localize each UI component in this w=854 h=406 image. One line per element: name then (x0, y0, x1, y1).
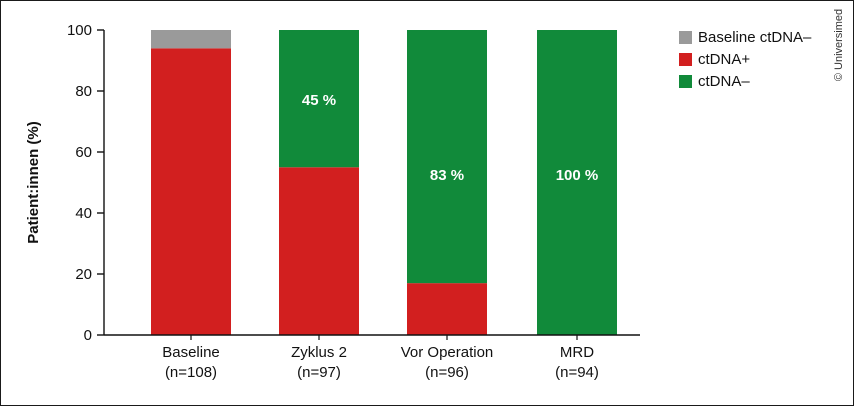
y-axis-title: Patient:innen (%) (25, 121, 42, 244)
y-tick-label-0: 0 (84, 327, 92, 344)
y-ticks: 0 20 40 60 80 100 (67, 22, 104, 344)
legend-label-baseline-ctdna-minus: Baseline ctDNA– (698, 29, 812, 46)
y-tick-label-20: 20 (75, 266, 92, 283)
data-label-vor-operation: 83 % (430, 167, 464, 184)
bar-vor-operation-ctdna-minus (407, 30, 487, 284)
x-category-label-baseline: Baseline (162, 344, 220, 361)
x-category-label-mrd: MRD (560, 344, 594, 361)
bars-layer (151, 30, 617, 336)
legend-swatch-ctdna-plus (679, 53, 692, 66)
x-category-n-vor-operation: (n=96) (425, 364, 469, 381)
y-tick-label-80: 80 (75, 83, 92, 100)
x-category-n-baseline: (n=108) (165, 364, 217, 381)
legend: Baseline ctDNA– ctDNA+ ctDNA– (679, 29, 812, 90)
y-tick-label-100: 100 (67, 22, 92, 39)
legend-swatch-ctdna-minus (679, 75, 692, 88)
data-label-zyklus-2: 45 % (302, 92, 336, 109)
copyright-note: © Universimed (833, 9, 845, 81)
legend-label-ctdna-minus: ctDNA– (698, 73, 750, 90)
x-categories: Baseline (n=108) Zyklus 2 (n=97) Vor Operati… (162, 335, 599, 381)
data-label-mrd: 100 % (556, 167, 599, 184)
x-category-n-zyklus-2: (n=97) (297, 364, 341, 381)
legend-label-ctdna-plus: ctDNA+ (698, 51, 750, 68)
bar-baseline-baseline-ctdna-minus (151, 30, 231, 49)
bar-mrd-ctdna-minus (537, 30, 617, 335)
legend-swatch-baseline-ctdna-minus (679, 31, 692, 44)
bar-vor-operation-ctdna-plus (407, 283, 487, 335)
bar-zyklus-2-ctdna-plus (279, 167, 359, 335)
bar-baseline-ctdna-plus (151, 48, 231, 336)
x-category-label-vor-operation: Vor Operation (401, 344, 494, 361)
x-category-n-mrd: (n=94) (555, 364, 599, 381)
y-tick-label-40: 40 (75, 205, 92, 222)
data-labels: 45 % 83 % 100 % (302, 92, 598, 184)
y-tick-label-60: 60 (75, 144, 92, 161)
bar-zyklus-2-ctdna-minus (279, 30, 359, 168)
x-category-label-zyklus-2: Zyklus 2 (291, 344, 347, 361)
